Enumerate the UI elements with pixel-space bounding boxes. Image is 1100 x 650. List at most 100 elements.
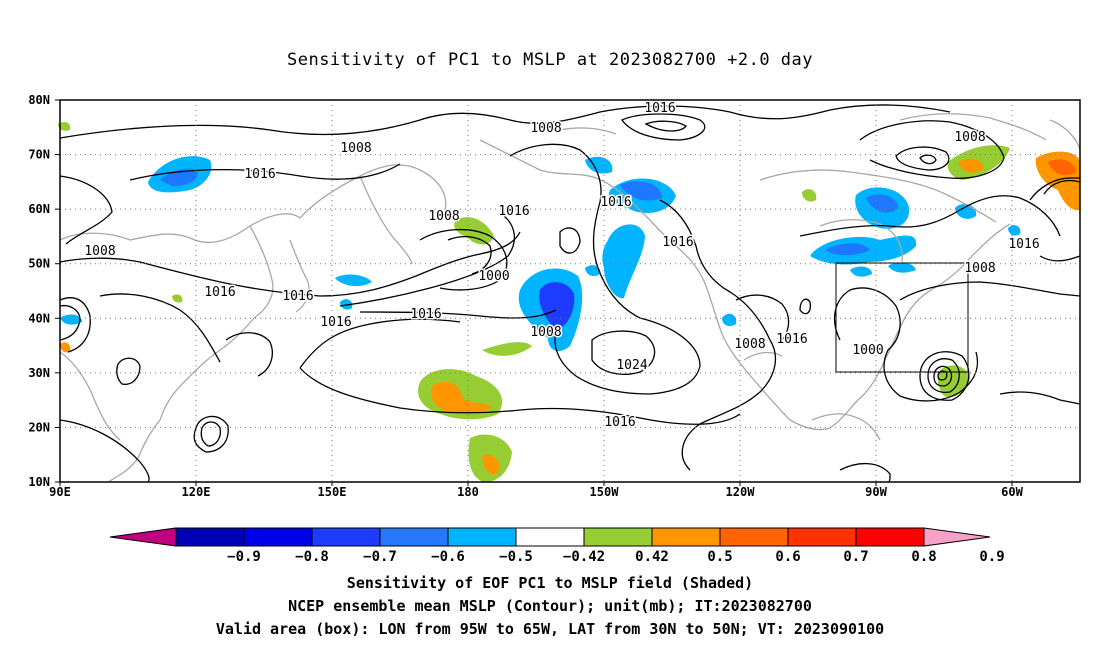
latitude-label: 60N (28, 202, 50, 216)
colorbar-segment (311, 527, 381, 547)
colorbar-label: −0.9 (227, 549, 261, 565)
contour-label: 1016 (410, 307, 441, 322)
colorbar-segment (719, 527, 789, 547)
colorbar-segment (379, 527, 449, 547)
negative-area (60, 314, 82, 325)
caption-contour: NCEP ensemble mean MSLP (Contour); unit(… (288, 597, 812, 615)
colorbar-segment (447, 527, 517, 547)
latitude-label: 40N (28, 311, 50, 325)
caption-valid-area: Valid area (box): LON from 95W to 65W, L… (215, 620, 885, 638)
caption-shaded: Sensitivity of EOF PC1 to MSLP field (Sh… (346, 574, 754, 592)
shaded-sensitivity (58, 122, 1080, 482)
contour-label: 1008 (734, 337, 765, 352)
latitude-label: 50N (28, 257, 50, 271)
positive-area (58, 122, 71, 131)
gridlines (60, 100, 1080, 482)
positive-area (958, 158, 984, 173)
contour-label: 1000 (478, 269, 509, 284)
colorbar-label: 0.5 (707, 549, 732, 565)
negative-area (602, 224, 645, 299)
contour-label: 1008 (530, 325, 561, 340)
latitude-label: 20N (28, 420, 50, 434)
coastlines (59, 113, 1081, 483)
contour-label: 1016 (204, 285, 235, 300)
valid-area-box (835, 262, 969, 373)
contour-label: 1016 (498, 204, 529, 219)
colorbar-segment (855, 527, 925, 547)
colorbar (109, 527, 991, 547)
positive-area (172, 294, 183, 303)
contour-label: 1000 (852, 343, 883, 358)
colorbar-labels: −0.9 −0.8 −0.7 −0.6 −0.5 −0.42 0.42 0.5 0.6 0.7 0.… (227, 549, 1005, 565)
positive-area (60, 342, 71, 353)
negative-area (888, 262, 916, 273)
positive-area (1048, 159, 1076, 176)
negative-area (340, 299, 353, 310)
mslp-contours (59, 104, 1081, 483)
contour-label: 1016 (282, 289, 313, 304)
contour-label: 1016 (776, 332, 807, 347)
map-title: Sensitivity of PC1 to MSLP at 2023082700… (286, 50, 813, 70)
contour-label: 1016 (604, 415, 635, 430)
latitude-label: 10N (28, 475, 50, 489)
negative-area (722, 313, 737, 326)
negative-area (825, 243, 870, 256)
positive-area (482, 454, 500, 475)
negative-area (160, 168, 198, 186)
colorbar-segment (175, 527, 245, 547)
colorbar-segment (583, 527, 653, 547)
contour-label: 1008 (84, 244, 115, 259)
colorbar-label: 0.8 (911, 549, 936, 565)
contour-label: 1016 (662, 235, 693, 250)
longitude-label: 60W (1001, 485, 1023, 499)
longitude-label: 90W (865, 485, 887, 499)
negative-area (335, 274, 372, 287)
colorbar-max-triangle (923, 527, 991, 547)
contour-label: 1008 (340, 141, 371, 156)
colorbar-label: −0.6 (431, 549, 465, 565)
contour-label: 1016 (1008, 237, 1039, 252)
colorbar-label: −0.7 (363, 549, 397, 565)
contour-labels: 1008 1016 1008 1016 1016 1016 1000 1008 1016 1008… (83, 100, 1041, 432)
colorbar-label: 0.6 (775, 549, 800, 565)
latitude-labels: 80N 70N 60N 50N 40N 30N 20N 10N (28, 93, 60, 489)
positive-area (430, 381, 492, 414)
negative-area (585, 265, 601, 276)
contour-label: 1008 (954, 130, 985, 145)
latitude-label: 80N (28, 93, 50, 107)
colorbar-label: −0.8 (295, 549, 329, 565)
colorbar-segment (787, 527, 857, 547)
colorbar-label: 0.7 (843, 549, 868, 565)
longitude-label: 120E (182, 485, 211, 499)
longitude-label: 120W (726, 485, 756, 499)
colorbar-label: 0.42 (635, 549, 669, 565)
colorbar-label: −0.5 (499, 549, 533, 565)
colorbar-min-triangle (109, 527, 177, 547)
negative-area (1008, 225, 1021, 236)
longitude-label: 150E (318, 485, 347, 499)
longitude-label: 180 (457, 485, 479, 499)
longitude-label: 150W (590, 485, 620, 499)
longitude-label: 90E (49, 485, 71, 499)
contour-label: 1008 (964, 261, 995, 276)
longitude-labels: 90E 120E 150E 180 150W 120W 90W 60W (49, 482, 1024, 499)
positive-area (482, 342, 532, 356)
colorbar-segment (651, 527, 721, 547)
colorbar-segment (515, 527, 585, 547)
latitude-label: 30N (28, 366, 50, 380)
positive-area (802, 189, 817, 202)
contour-label: 1008 (428, 209, 459, 224)
negative-area (620, 181, 662, 201)
contour-label: 1016 (244, 167, 275, 182)
contour-label: 1024 (616, 358, 647, 373)
colorbar-segment (243, 527, 313, 547)
negative-area (850, 266, 872, 277)
contour-label: 1008 (530, 121, 561, 136)
latitude-label: 70N (28, 148, 50, 162)
contour-label: 1016 (600, 195, 631, 210)
colorbar-label: 0.9 (979, 549, 1004, 565)
negative-area (585, 156, 613, 174)
map-frame (59, 99, 1081, 483)
contour-label: 1016 (644, 101, 675, 116)
